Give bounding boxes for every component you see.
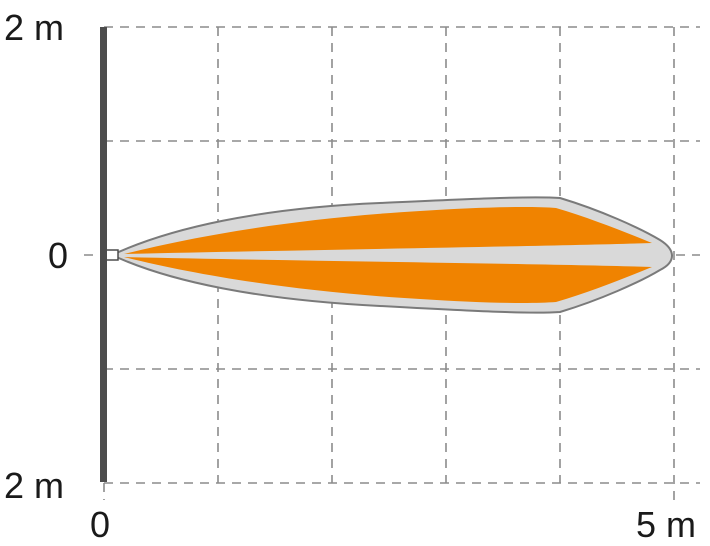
x-axis-right-label: 5 m (636, 504, 696, 545)
detection-zone-upper-lobe (124, 207, 652, 254)
sensor-icon (105, 249, 119, 261)
y-axis-zero-label: 0 (48, 235, 68, 276)
detection-zone-lower-lobe (124, 257, 652, 303)
x-axis-zero-label: 0 (90, 504, 110, 545)
y-axis-bottom-label: 2 m (4, 465, 64, 506)
y-axis-top-label: 2 m (4, 7, 64, 48)
wall-axis (100, 27, 107, 482)
